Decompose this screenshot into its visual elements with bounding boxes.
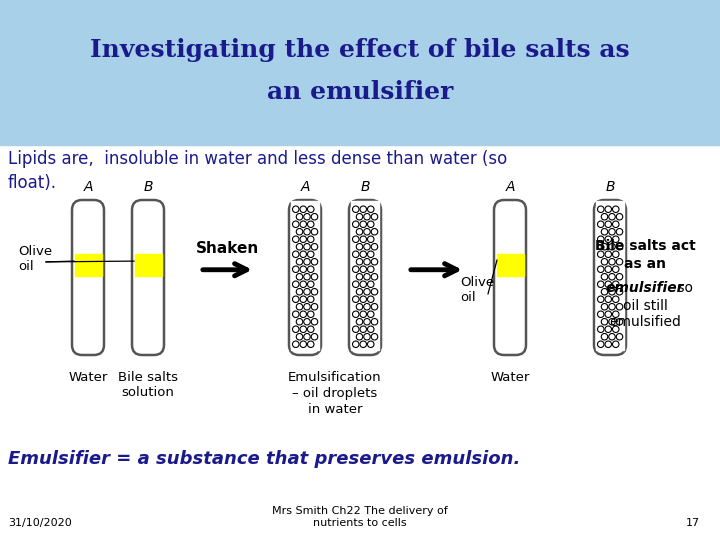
Text: Water: Water <box>490 371 530 384</box>
Text: A: A <box>84 180 93 194</box>
Bar <box>497 254 523 276</box>
Text: B: B <box>143 180 153 194</box>
FancyBboxPatch shape <box>289 200 321 355</box>
Bar <box>596 201 624 350</box>
FancyBboxPatch shape <box>494 200 526 355</box>
Text: Mrs Smith Ch22 The delivery of
nutrients to cells: Mrs Smith Ch22 The delivery of nutrients… <box>272 507 448 528</box>
Text: oil still
emulsified: oil still emulsified <box>609 299 681 329</box>
Text: B: B <box>606 180 615 194</box>
Bar <box>351 201 379 350</box>
Text: 31/10/2020: 31/10/2020 <box>8 518 72 528</box>
FancyBboxPatch shape <box>594 200 626 355</box>
Text: Emulsification
– oil droplets
in water: Emulsification – oil droplets in water <box>288 371 382 416</box>
Text: so: so <box>673 281 693 295</box>
Text: B: B <box>360 180 370 194</box>
Bar <box>135 254 161 276</box>
Text: Bile salts
solution: Bile salts solution <box>118 371 178 399</box>
Text: Emulsifier = a substance that preserves emulsion.: Emulsifier = a substance that preserves … <box>8 450 521 468</box>
Text: Bile salts act
as an: Bile salts act as an <box>595 239 696 289</box>
Text: Olive
oil: Olive oil <box>460 276 494 304</box>
Text: Shaken: Shaken <box>196 241 259 256</box>
Text: A: A <box>300 180 310 194</box>
Text: an emulsifier: an emulsifier <box>267 80 453 104</box>
Bar <box>74 254 102 276</box>
Bar <box>291 201 319 350</box>
Text: A: A <box>505 180 515 194</box>
Text: Olive
oil: Olive oil <box>18 245 52 273</box>
Text: 17: 17 <box>686 518 700 528</box>
Text: Lipids are,  insoluble in water and less dense than water (so
float).: Lipids are, insoluble in water and less … <box>8 150 508 192</box>
Text: emulsifier: emulsifier <box>606 281 684 295</box>
Text: Investigating the effect of bile salts as: Investigating the effect of bile salts a… <box>90 38 630 62</box>
Bar <box>0 0 720 145</box>
FancyBboxPatch shape <box>72 200 104 355</box>
FancyBboxPatch shape <box>132 200 164 355</box>
Text: Water: Water <box>68 371 108 384</box>
FancyBboxPatch shape <box>349 200 381 355</box>
